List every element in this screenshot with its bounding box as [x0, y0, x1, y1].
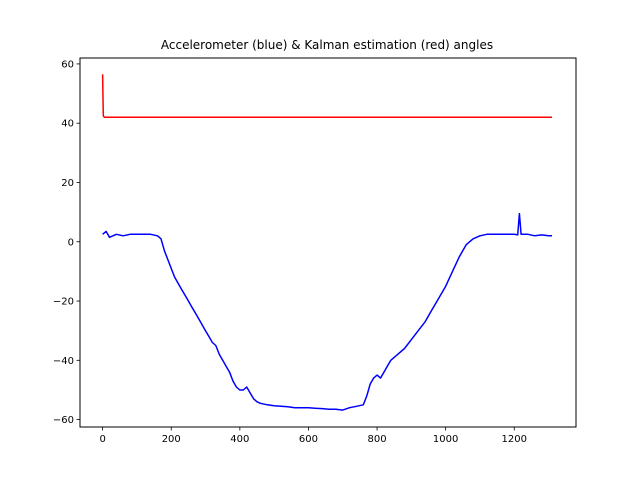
x-tick-label: 200	[162, 434, 181, 445]
x-tick-label: 1000	[433, 434, 458, 445]
y-axis: −60 −40 −20 0 20 40 60	[53, 59, 80, 426]
x-axis: 0 200 400 600 800 1000 1200	[99, 427, 527, 445]
y-tick-label: −60	[53, 415, 74, 426]
series-line-0	[102, 212, 552, 411]
y-tick-label: 20	[61, 178, 74, 189]
series-line-1	[101, 74, 552, 119]
y-tick-label: 60	[61, 59, 74, 70]
x-tick-label: 400	[230, 434, 249, 445]
y-tick-label: 40	[61, 119, 74, 130]
y-tick-label: −40	[53, 356, 74, 367]
plot-area	[101, 74, 552, 411]
x-tick-label: 0	[99, 434, 105, 445]
x-tick-label: 1200	[502, 434, 527, 445]
y-tick-label: −20	[53, 297, 74, 308]
y-tick-label: 0	[68, 237, 74, 248]
x-tick-label: 800	[368, 434, 387, 445]
axes-frame	[79, 57, 577, 428]
chart-title: Accelerometer (blue) & Kalman estimation…	[161, 38, 493, 52]
x-tick-label: 600	[299, 434, 318, 445]
